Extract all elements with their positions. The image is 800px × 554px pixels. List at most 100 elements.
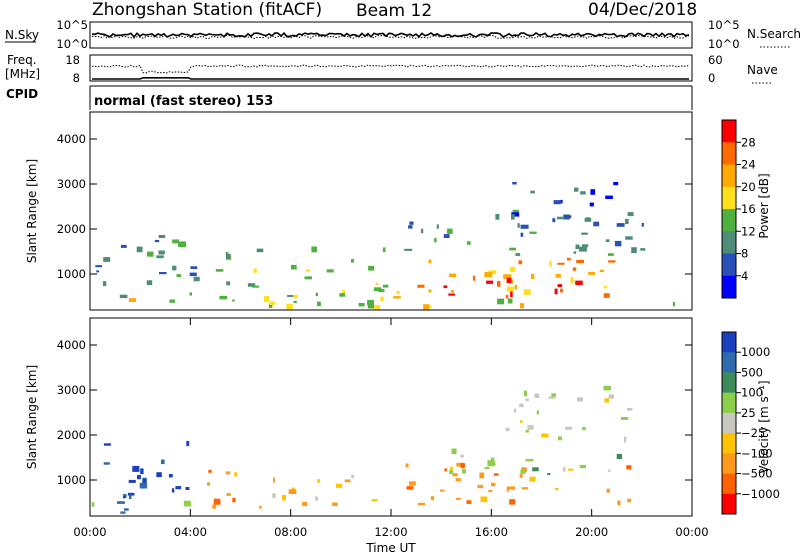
x-tick-label: 00:00 [73,525,106,539]
heatmap-cell [156,472,162,478]
heatmap-cell [480,496,488,503]
heatmap-cell [404,248,413,251]
heatmap-cell [521,487,529,490]
y-tick-label: 2000 [57,222,86,236]
noise-tick-left-top: 10^5 [56,18,88,32]
cpid-mode-text: normal (fast stereo) 153 [94,94,273,109]
heatmap-cell [506,277,512,284]
heatmap-cell [541,433,549,438]
heatmap-cell [128,479,136,483]
heatmap-cell [505,294,509,299]
power-y-axis: 1000 2000 3000 4000 [57,132,692,281]
heatmap-cell [548,396,556,399]
heatmap-cell [193,276,200,282]
heatmap-cell [566,257,571,261]
heatmap-cell [484,272,493,278]
heatmap-cell [495,214,500,220]
heatmap-cell [488,270,497,275]
heatmap-cell [154,239,160,243]
velocity-y-axis: 1000 2000 3000 4000 [57,338,692,487]
heatmap-cell [268,304,273,308]
heatmap-cell [509,266,516,272]
heatmap-cell [518,260,523,265]
heatmap-cell [494,473,499,476]
heatmap-cell [406,486,414,490]
colorbar-segment [722,352,736,373]
heatmap-cell [117,501,125,504]
heatmap-cell [367,305,376,309]
y-tick-label: 3000 [57,383,86,397]
power-ylabel: Slant Range [km] [25,159,39,263]
heatmap-cell [382,247,386,253]
colorbar-tick-label: 8 [741,247,748,261]
heatmap-cell [567,468,574,471]
heatmap-cell [520,469,526,474]
heatmap-cell [575,280,583,285]
colorbar-tick-label: 1000 [741,345,770,359]
heatmap-cell [189,292,192,296]
heatmap-cell [374,304,381,310]
colorbar-segment [722,433,736,454]
beam-label: Beam 12 [356,1,432,21]
heatmap-cell [336,483,343,488]
heatmap-cell [614,240,622,247]
heatmap-cell [606,488,610,493]
heatmap-cell [503,274,512,279]
heatmap-cell [383,284,389,288]
colorbar-tick-label: 100 [741,386,763,400]
heatmap-cell [641,222,644,227]
heatmap-cell [269,301,276,305]
heatmap-cell [304,276,312,280]
heatmap-cell [256,248,264,253]
heatmap-cell [625,218,629,224]
heatmap-cell [132,465,140,472]
heatmap-cell [554,488,559,491]
heatmap-cell [367,299,374,306]
heatmap-cell [515,253,521,256]
heatmap-cell [172,265,177,271]
colorbar-segment [722,231,736,254]
heatmap-cell [631,247,637,254]
heatmap-cell [582,427,586,431]
time-x-axis: 00:00 04:00 08:00 12:00 16:00 20:00 00:00 [73,318,709,539]
heatmap-cell [447,228,453,234]
heatmap-cell [120,511,126,514]
y-tick-label: 2000 [57,428,86,442]
heatmap-cell [624,436,627,443]
heatmap-cell [183,500,191,507]
heatmap-cell [103,443,111,446]
cpid-label: CPID [6,87,38,101]
power-heatmap [95,181,676,310]
heatmap-cell [491,457,495,464]
heatmap-cell [506,486,509,492]
heatmap-cell [212,504,217,509]
heatmap-cell [552,218,556,223]
heatmap-cell [616,223,625,227]
heatmap-cell [532,467,539,472]
heatmap-cell [640,248,646,251]
date-label: 04/Dec/2018 [588,0,697,20]
heatmap-cell [551,393,557,397]
nave-label: Nave [747,63,778,77]
heatmap-cell [621,417,629,420]
y-tick-label: 1000 [57,267,86,281]
nave-tick-bottom: 0 [708,71,715,85]
heatmap-cell [428,289,432,293]
heatmap-cell [443,285,448,289]
colorbar-segment [722,209,736,232]
colorbar-segment [722,493,736,515]
heatmap-cell [444,468,447,472]
heatmap-cell [549,260,552,267]
heatmap-cell [560,199,563,204]
heatmap-cell [368,265,375,271]
heatmap-cell [344,479,351,483]
heatmap-cell [443,234,450,238]
heatmap-cell [517,223,520,228]
heatmap-cell [375,282,379,286]
heatmap-cell [599,269,604,273]
colorbar-segment [722,120,736,143]
heatmap-cell [514,284,518,290]
heatmap-cell [626,407,633,411]
heatmap-cell [287,295,295,297]
